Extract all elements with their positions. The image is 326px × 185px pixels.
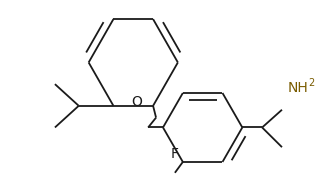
- Text: O: O: [131, 95, 142, 109]
- Text: 2: 2: [308, 78, 314, 88]
- Text: NH: NH: [288, 81, 309, 95]
- Text: F: F: [171, 147, 179, 161]
